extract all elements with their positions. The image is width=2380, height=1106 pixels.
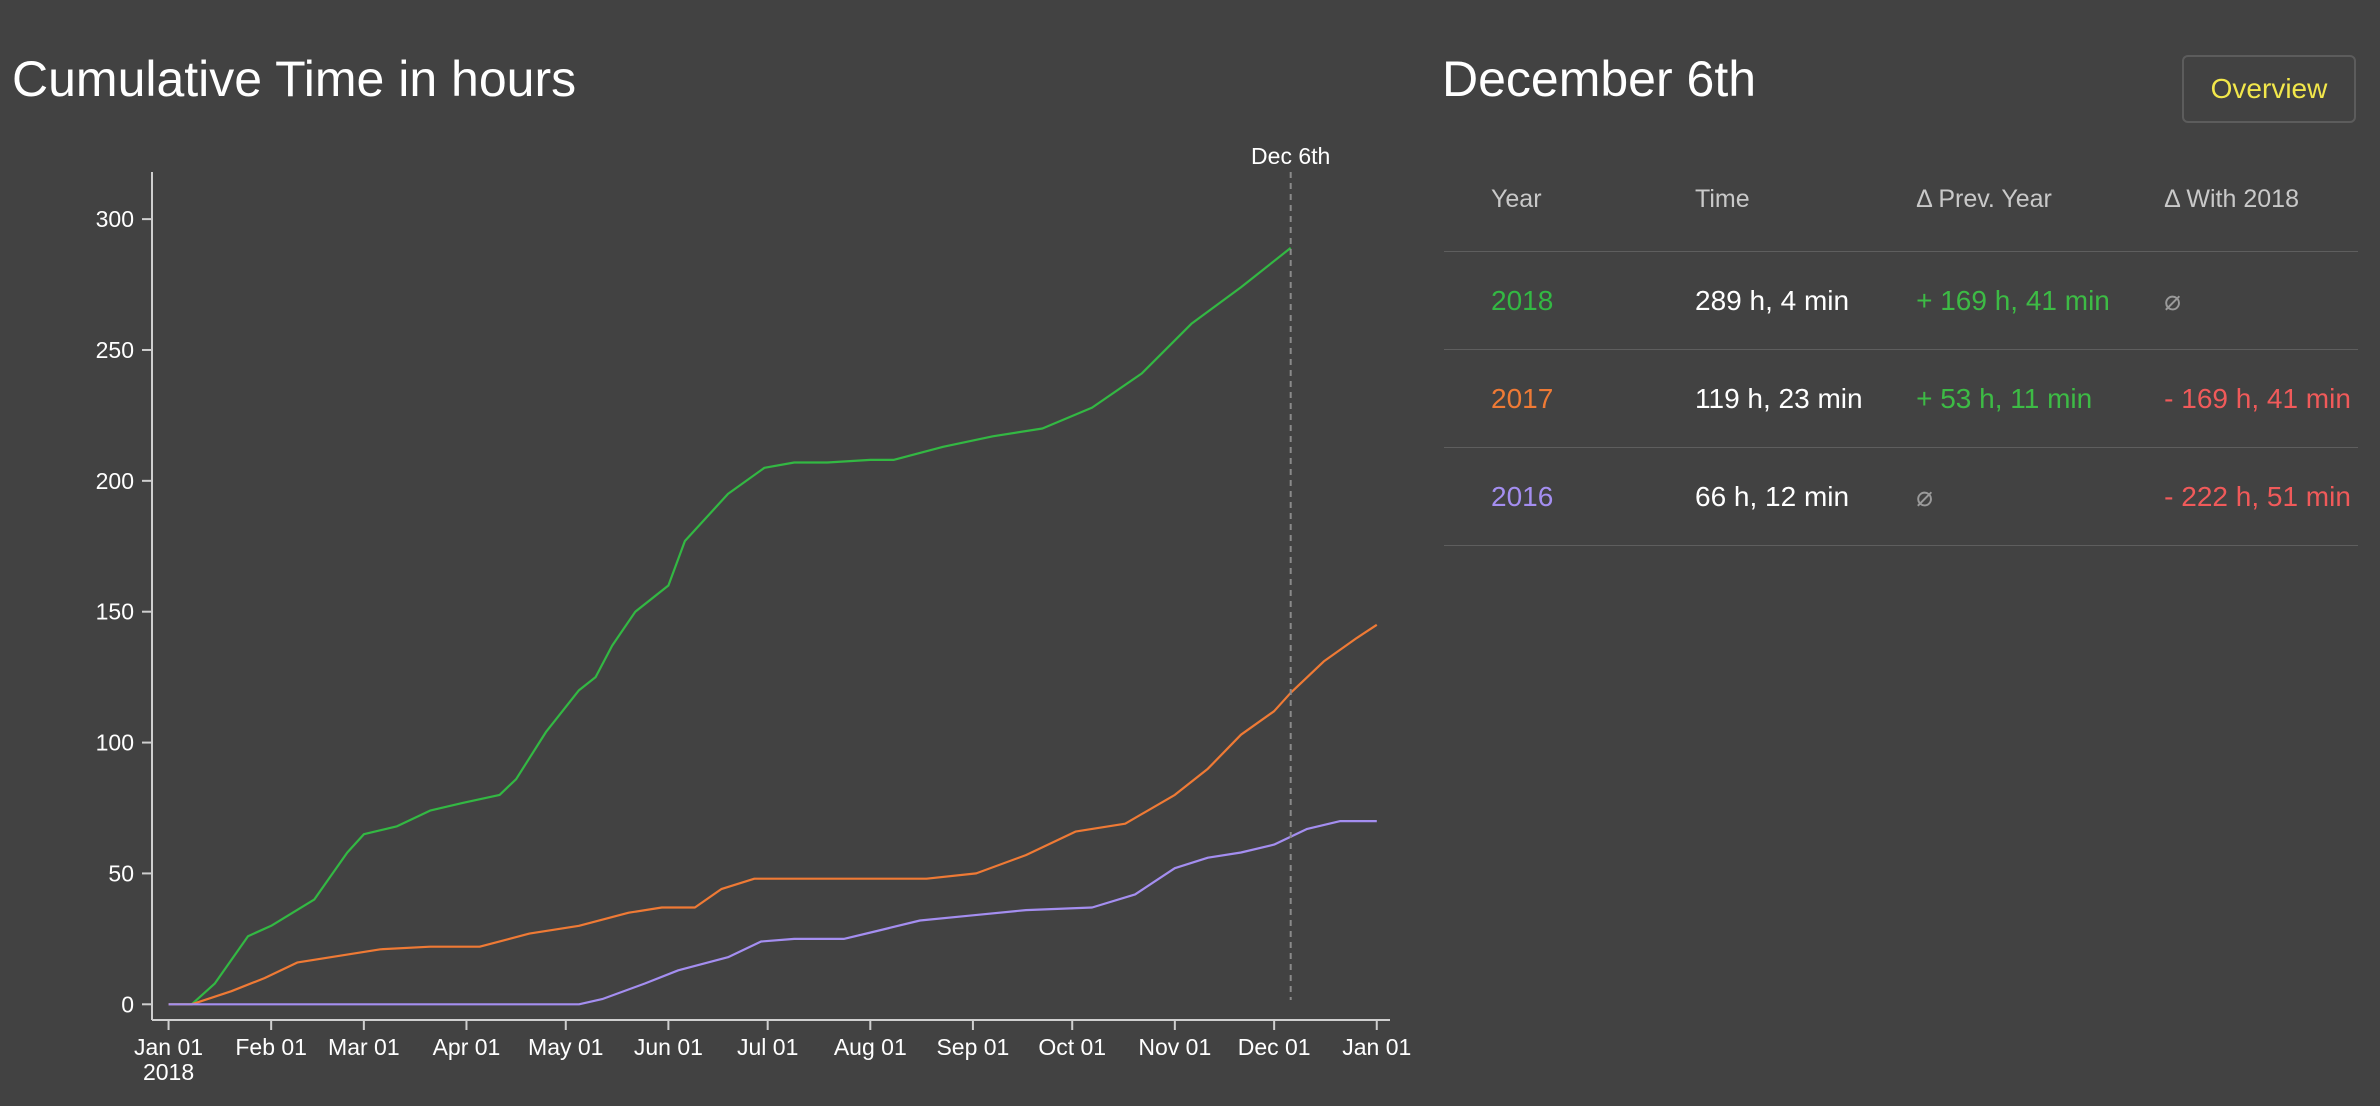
- chart-axes: 0 50 100 150 200 250 300 Jan 01 Feb 01 Mar 01 Apr …: [96, 172, 1411, 1085]
- x-tick-label: Feb 01: [235, 1034, 307, 1060]
- comparison-table: Year Time Δ Prev. Year Δ With 2018 2018 …: [1444, 148, 2358, 546]
- row-delta-prev: + 169 h, 41 min: [1869, 251, 2118, 350]
- x-tick-label: May 01: [528, 1034, 603, 1060]
- y-tick-label: 200: [96, 468, 134, 494]
- selected-date-title: December 6th: [1442, 51, 1757, 107]
- row-time: 66 h, 12 min: [1648, 447, 1870, 546]
- row-delta-2018: ⌀: [2117, 251, 2358, 350]
- y-tick-label: 100: [96, 730, 134, 756]
- row-delta-prev: + 53 h, 11 min: [1869, 349, 2118, 448]
- header-year: Year: [1444, 148, 1648, 252]
- table-row: 2018 289 h, 4 min + 169 h, 41 min ⌀: [1444, 251, 2358, 350]
- y-tick-label: 50: [108, 860, 134, 886]
- x-tick-label: Aug 01: [834, 1034, 907, 1060]
- overview-button[interactable]: Overview: [2182, 55, 2356, 123]
- cumulative-time-chart: 0 50 100 150 200 250 300 Jan 01 Feb 01 Mar 01 Apr …: [96, 143, 1412, 1085]
- x-tick-label: Oct 01: [1038, 1034, 1106, 1060]
- header-time: Time: [1648, 148, 1870, 252]
- y-tick-label: 300: [96, 206, 134, 232]
- row-year: 2017: [1444, 349, 1648, 448]
- x-tick-label: Jul 01: [737, 1034, 798, 1060]
- row-delta-2018: - 222 h, 51 min: [2117, 447, 2358, 546]
- table-header-row: Year Time Δ Prev. Year Δ With 2018: [1444, 148, 2358, 252]
- row-year: 2018: [1444, 251, 1648, 350]
- row-delta-2018: - 169 h, 41 min: [2117, 349, 2358, 448]
- date-marker: Dec 6th: [1251, 143, 1330, 1000]
- x-tick-label: Dec 01: [1238, 1034, 1311, 1060]
- date-marker-label: Dec 6th: [1251, 143, 1330, 169]
- row-time: 289 h, 4 min: [1648, 251, 1870, 350]
- table-row: 2017 119 h, 23 min + 53 h, 11 min - 169 …: [1444, 349, 2358, 448]
- series-line-2018: [168, 247, 1292, 1006]
- table-row: 2016 66 h, 12 min ⌀ - 222 h, 51 min: [1444, 447, 2358, 546]
- series-line-2017: [168, 623, 1378, 1006]
- x-tick-label: Mar 01: [328, 1034, 400, 1060]
- row-year: 2016: [1444, 447, 1648, 546]
- x-axis-year-label: 2018: [143, 1059, 194, 1085]
- x-tick-label: Jan 01: [134, 1034, 203, 1060]
- chart-title: Cumulative Time in hours: [12, 51, 577, 107]
- x-tick-label: Nov 01: [1138, 1034, 1211, 1060]
- y-tick-label: 250: [96, 337, 134, 363]
- series-line-2016: [168, 820, 1377, 1006]
- row-delta-prev: ⌀: [1869, 447, 2118, 546]
- row-time: 119 h, 23 min: [1648, 349, 1870, 448]
- x-tick-label: Sep 01: [936, 1034, 1009, 1060]
- x-tick-label: Jun 01: [634, 1034, 703, 1060]
- y-tick-label: 150: [96, 599, 134, 625]
- x-tick-label: Apr 01: [433, 1034, 501, 1060]
- x-tick-label: Jan 01: [1342, 1034, 1411, 1060]
- chart-series: [168, 247, 1378, 1006]
- header-delta-prev-year: Δ Prev. Year: [1869, 148, 2118, 252]
- y-tick-label: 0: [121, 991, 134, 1017]
- header-delta-with-2018: Δ With 2018: [2117, 148, 2358, 252]
